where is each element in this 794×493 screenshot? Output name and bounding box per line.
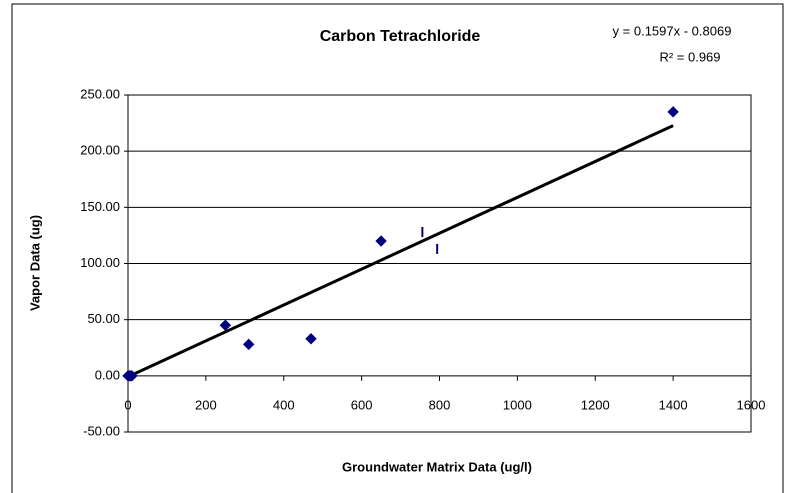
y-tick-label: 50.00 — [87, 311, 120, 326]
y-tick-label: 100.00 — [80, 255, 120, 270]
x-tick-label: 400 — [273, 397, 295, 412]
y-tick-label: 200.00 — [80, 143, 120, 158]
data-point — [667, 106, 679, 118]
trend-r-squared: R² = 0.969 — [659, 49, 720, 64]
x-tick-label: 1400 — [659, 397, 688, 412]
x-tick-label: 0 — [124, 397, 131, 412]
x-tick-label: 600 — [351, 397, 373, 412]
data-point — [375, 235, 387, 247]
data-point — [219, 319, 232, 331]
data-point — [242, 338, 255, 351]
y-tick-label: 250.00 — [80, 86, 120, 101]
data-point — [126, 370, 138, 382]
x-tick-label: 200 — [195, 397, 217, 412]
x-tick-label: 1200 — [581, 397, 610, 412]
data-point — [305, 333, 317, 345]
x-tick-label: 1000 — [503, 397, 532, 412]
y-tick-label: 150.00 — [80, 199, 120, 214]
trendline — [127, 124, 674, 379]
y-tick-label: -50.00 — [83, 423, 120, 438]
trend-equation: y = 0.1597x - 0.8069 — [613, 23, 732, 38]
y-axis-label: Vapor Data (ug) — [27, 215, 42, 311]
y-tick-label: 0.00 — [95, 367, 120, 382]
x-tick-label: 800 — [429, 397, 451, 412]
x-axis-label: Groundwater Matrix Data (ug/l) — [342, 459, 532, 474]
chart-title: Carbon Tetrachloride — [320, 28, 481, 45]
x-tick-label: 1600 — [737, 397, 766, 412]
